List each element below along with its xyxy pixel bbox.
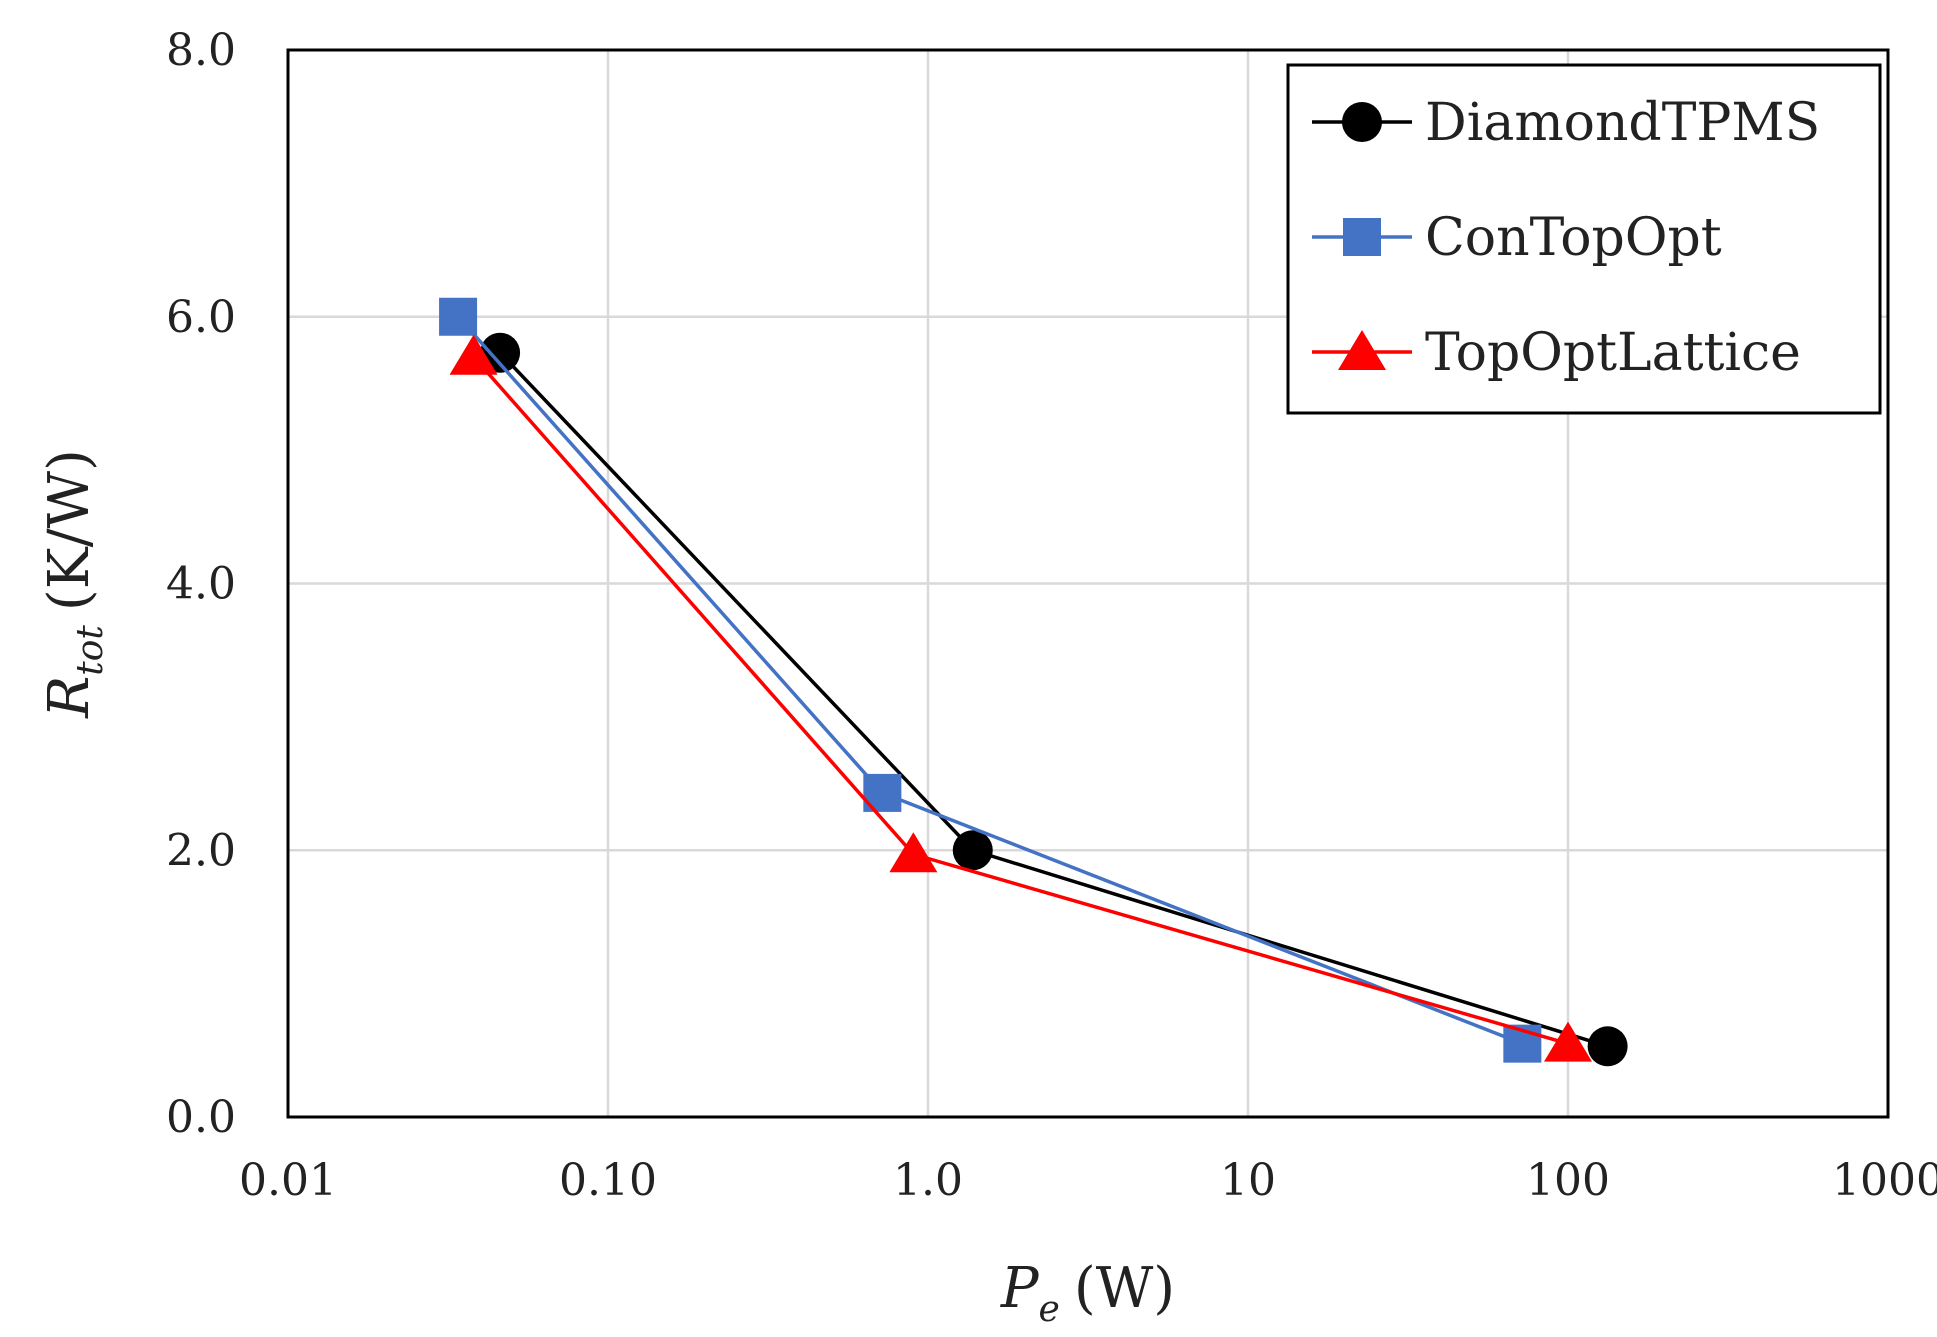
data-point-topoptlattice bbox=[1544, 1021, 1592, 1062]
y-tick-label: 6.0 bbox=[166, 292, 236, 343]
y-axis-subscript: tot bbox=[70, 625, 111, 676]
legend-label-topoptlattice: TopOptLattice bbox=[1425, 323, 1801, 383]
y-tick-label: 2.0 bbox=[166, 825, 236, 876]
y-axis-unit: (K/W) bbox=[37, 449, 102, 611]
x-axis-subscript: e bbox=[1039, 1289, 1060, 1330]
legend-item-contopopt: ConTopOpt bbox=[1312, 208, 1722, 268]
legend-marker-diamondtpms bbox=[1342, 102, 1382, 142]
y-axis-symbol: R bbox=[37, 676, 102, 719]
x-tick-label: 10 bbox=[1220, 1155, 1276, 1206]
legend-item-diamondtpms: DiamondTPMS bbox=[1312, 93, 1820, 153]
data-point-topoptlattice bbox=[889, 832, 938, 873]
x-axis-symbol: P bbox=[1000, 1256, 1040, 1321]
data-point-diamondtpms bbox=[1587, 1026, 1628, 1067]
y-tick-label: 0.0 bbox=[166, 1092, 236, 1143]
x-axis-unit: (W) bbox=[1074, 1256, 1175, 1321]
plot-area-frame bbox=[286, 48, 1890, 1119]
y-tick-label: 8.0 bbox=[166, 25, 236, 76]
legend: DiamondTPMS ConTopOpt TopOptLattice bbox=[1286, 63, 1882, 415]
legend-label-contopopt: ConTopOpt bbox=[1425, 208, 1722, 268]
x-tick-label: 1.0 bbox=[893, 1155, 963, 1206]
data-point-diamondtpms bbox=[952, 830, 993, 871]
series-contopopt bbox=[439, 297, 1542, 1063]
x-axis-title: Pe (W) bbox=[1000, 1256, 1175, 1330]
legend-marker-topoptlattice bbox=[1338, 330, 1386, 370]
series-layer bbox=[439, 297, 1628, 1067]
legend-marker-contopopt bbox=[1343, 218, 1381, 256]
tick-labels: 0.01 0.10 1.0 10 100 1000 0.0 2.0 4.0 6.0 8.0 bbox=[166, 25, 1937, 1206]
x-tick-label: 0.01 bbox=[239, 1155, 337, 1206]
legend-label-diamondtpms: DiamondTPMS bbox=[1425, 93, 1820, 153]
series-topoptlattice bbox=[449, 334, 1592, 1062]
x-tick-label: 100 bbox=[1526, 1155, 1610, 1206]
y-axis-title: Rtot (K/W) bbox=[37, 449, 111, 719]
y-tick-label: 4.0 bbox=[166, 559, 236, 610]
x-tick-label: 1000 bbox=[1832, 1155, 1937, 1206]
x-tick-label: 0.10 bbox=[559, 1155, 657, 1206]
data-point-topoptlattice bbox=[449, 334, 498, 375]
data-point-contopopt bbox=[439, 297, 478, 336]
legend-item-topoptlattice: TopOptLattice bbox=[1312, 323, 1801, 383]
